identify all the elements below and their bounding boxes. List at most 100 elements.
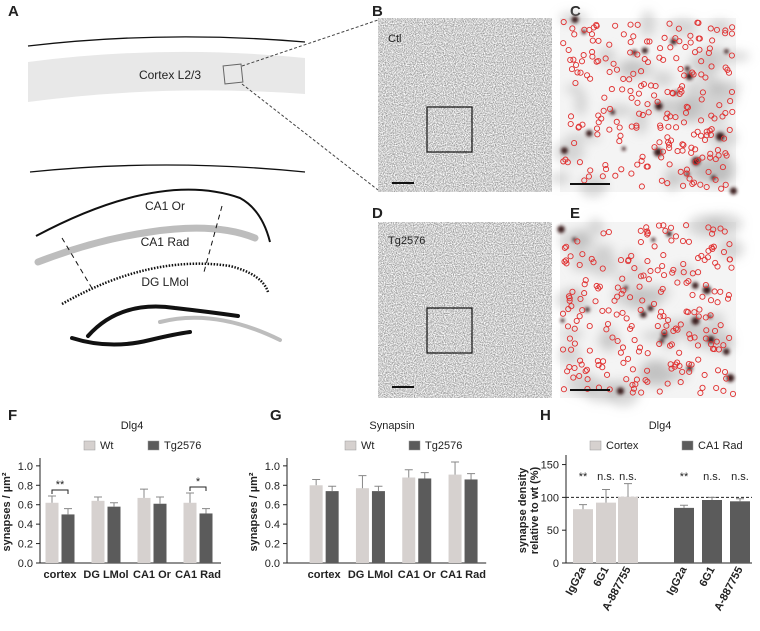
- detected-synapse: [684, 309, 691, 316]
- detected-synapse: [637, 273, 645, 280]
- micrograph: [378, 222, 552, 398]
- detected-synapse: [562, 257, 570, 264]
- detected-synapse: [724, 295, 732, 302]
- detected-synapse: [685, 278, 692, 285]
- haze: [652, 71, 674, 87]
- detected-synapse: [719, 164, 726, 171]
- detected-synapse: [729, 390, 737, 397]
- image-texture: [378, 18, 552, 192]
- detected-synapse: [572, 80, 579, 87]
- detected-synapse: [639, 111, 646, 119]
- haze: [703, 213, 743, 235]
- error-bar: [186, 492, 194, 503]
- detected-synapse: [562, 156, 569, 163]
- detected-synapse: [619, 275, 626, 282]
- detected-synapse: [643, 224, 650, 231]
- detected-synapse: [590, 24, 597, 31]
- puncta: [651, 237, 656, 242]
- puncta: [640, 311, 647, 318]
- detected-synapse: [563, 260, 570, 267]
- error-bar: [602, 489, 610, 503]
- detected-synapse: [680, 261, 687, 268]
- detected-synapse: [711, 346, 718, 353]
- detected-synapse: [582, 368, 589, 375]
- detected-synapse: [645, 109, 652, 116]
- detected-synapse: [569, 288, 576, 295]
- y-axis-label: relative to wt (%): [529, 466, 541, 554]
- error-bar: [374, 485, 383, 492]
- granule-layer: [86, 304, 240, 338]
- detected-synapse: [603, 371, 611, 378]
- detected-synapse: [729, 108, 736, 115]
- bar: [183, 502, 197, 563]
- detected-synapse: [697, 132, 705, 139]
- detected-synapse: [695, 356, 702, 363]
- detected-synapse: [618, 290, 625, 297]
- detected-synapse: [657, 45, 664, 52]
- detected-synapse: [643, 163, 650, 170]
- detected-synapse: [588, 255, 595, 263]
- bar: [355, 488, 369, 563]
- detected-synapse: [712, 156, 719, 163]
- detected-synapse: [628, 252, 635, 259]
- detected-synapse: [644, 378, 651, 385]
- detected-synapse: [634, 99, 641, 106]
- detected-synapse: [613, 118, 620, 125]
- detected-synapse: [640, 81, 647, 88]
- puncta: [702, 285, 712, 295]
- region-label: CA1 Or: [145, 199, 185, 213]
- detected-synapse: [613, 66, 621, 73]
- puncta: [684, 66, 690, 72]
- puncta: [616, 387, 625, 395]
- detected-synapse: [657, 122, 664, 129]
- region-label: DG LMol: [141, 275, 188, 289]
- bar: [107, 506, 121, 563]
- detected-synapse: [571, 31, 578, 38]
- detected-synapse: [714, 367, 722, 374]
- roi-square: [222, 63, 244, 85]
- detected-synapse: [679, 368, 686, 375]
- panel-letter: E: [570, 205, 580, 222]
- legend-swatch: [344, 440, 357, 451]
- detected-synapse: [665, 139, 672, 146]
- detected-synapse: [726, 241, 733, 248]
- detected-synapse: [707, 312, 714, 319]
- detected-synapse: [707, 297, 715, 304]
- roi-square: [426, 106, 473, 153]
- detected-synapse: [579, 251, 586, 258]
- error-bar: [328, 485, 337, 492]
- detected-synapse: [638, 183, 645, 190]
- detected-synapse: [680, 269, 687, 276]
- detected-synapse: [690, 131, 697, 138]
- detected-synapse: [694, 342, 702, 349]
- detected-synapse: [674, 326, 681, 333]
- detected-synapse: [579, 307, 586, 314]
- detected-synapse: [623, 315, 630, 322]
- puncta: [729, 187, 738, 195]
- detected-synapse: [657, 313, 664, 320]
- x-tick-label: CA1 Rad: [175, 569, 221, 581]
- detected-synapse: [603, 166, 610, 173]
- detected-synapse: [629, 366, 636, 373]
- detected-synapse: [606, 41, 613, 48]
- detected-synapse: [707, 150, 714, 157]
- bar: [325, 491, 339, 563]
- detected-synapse: [617, 257, 624, 264]
- detected-synapse: [637, 306, 644, 313]
- y-tick-label: 0.4: [265, 519, 280, 531]
- detected-synapse: [721, 228, 728, 235]
- detected-synapse: [680, 119, 688, 126]
- haze: [717, 238, 745, 260]
- detected-synapse: [631, 265, 638, 272]
- legend-label: CA1 Rad: [698, 440, 743, 452]
- detected-synapse: [686, 175, 693, 182]
- detected-synapse: [633, 376, 640, 383]
- haze: [555, 289, 584, 311]
- detected-synapse: [723, 375, 730, 382]
- detected-synapse: [651, 144, 658, 151]
- detected-synapse: [688, 361, 695, 368]
- granule-layer: [70, 330, 192, 347]
- detected-synapse: [563, 243, 570, 250]
- detected-synapse: [616, 138, 623, 145]
- detected-synapse: [630, 33, 637, 40]
